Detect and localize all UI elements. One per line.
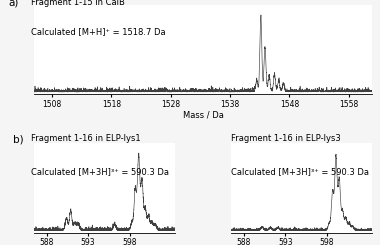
Text: Calculated [M+3H]³⁺ = 590.3 Da: Calculated [M+3H]³⁺ = 590.3 Da [32, 167, 169, 176]
Text: Fragment 1-15 in CalB: Fragment 1-15 in CalB [31, 0, 125, 7]
Text: Fragment 1-16 in ELP-lys3: Fragment 1-16 in ELP-lys3 [231, 135, 341, 144]
Text: Calculated [M+3H]³⁺ = 590.3 Da: Calculated [M+3H]³⁺ = 590.3 Da [231, 167, 369, 176]
Text: b): b) [13, 135, 24, 145]
Text: Fragment 1-16 in ELP-lys1: Fragment 1-16 in ELP-lys1 [32, 135, 141, 144]
Text: Calculated [M+H]⁺ = 1518.7 Da: Calculated [M+H]⁺ = 1518.7 Da [31, 27, 165, 36]
Text: a): a) [9, 0, 19, 8]
X-axis label: Mass / Da: Mass / Da [183, 110, 224, 119]
